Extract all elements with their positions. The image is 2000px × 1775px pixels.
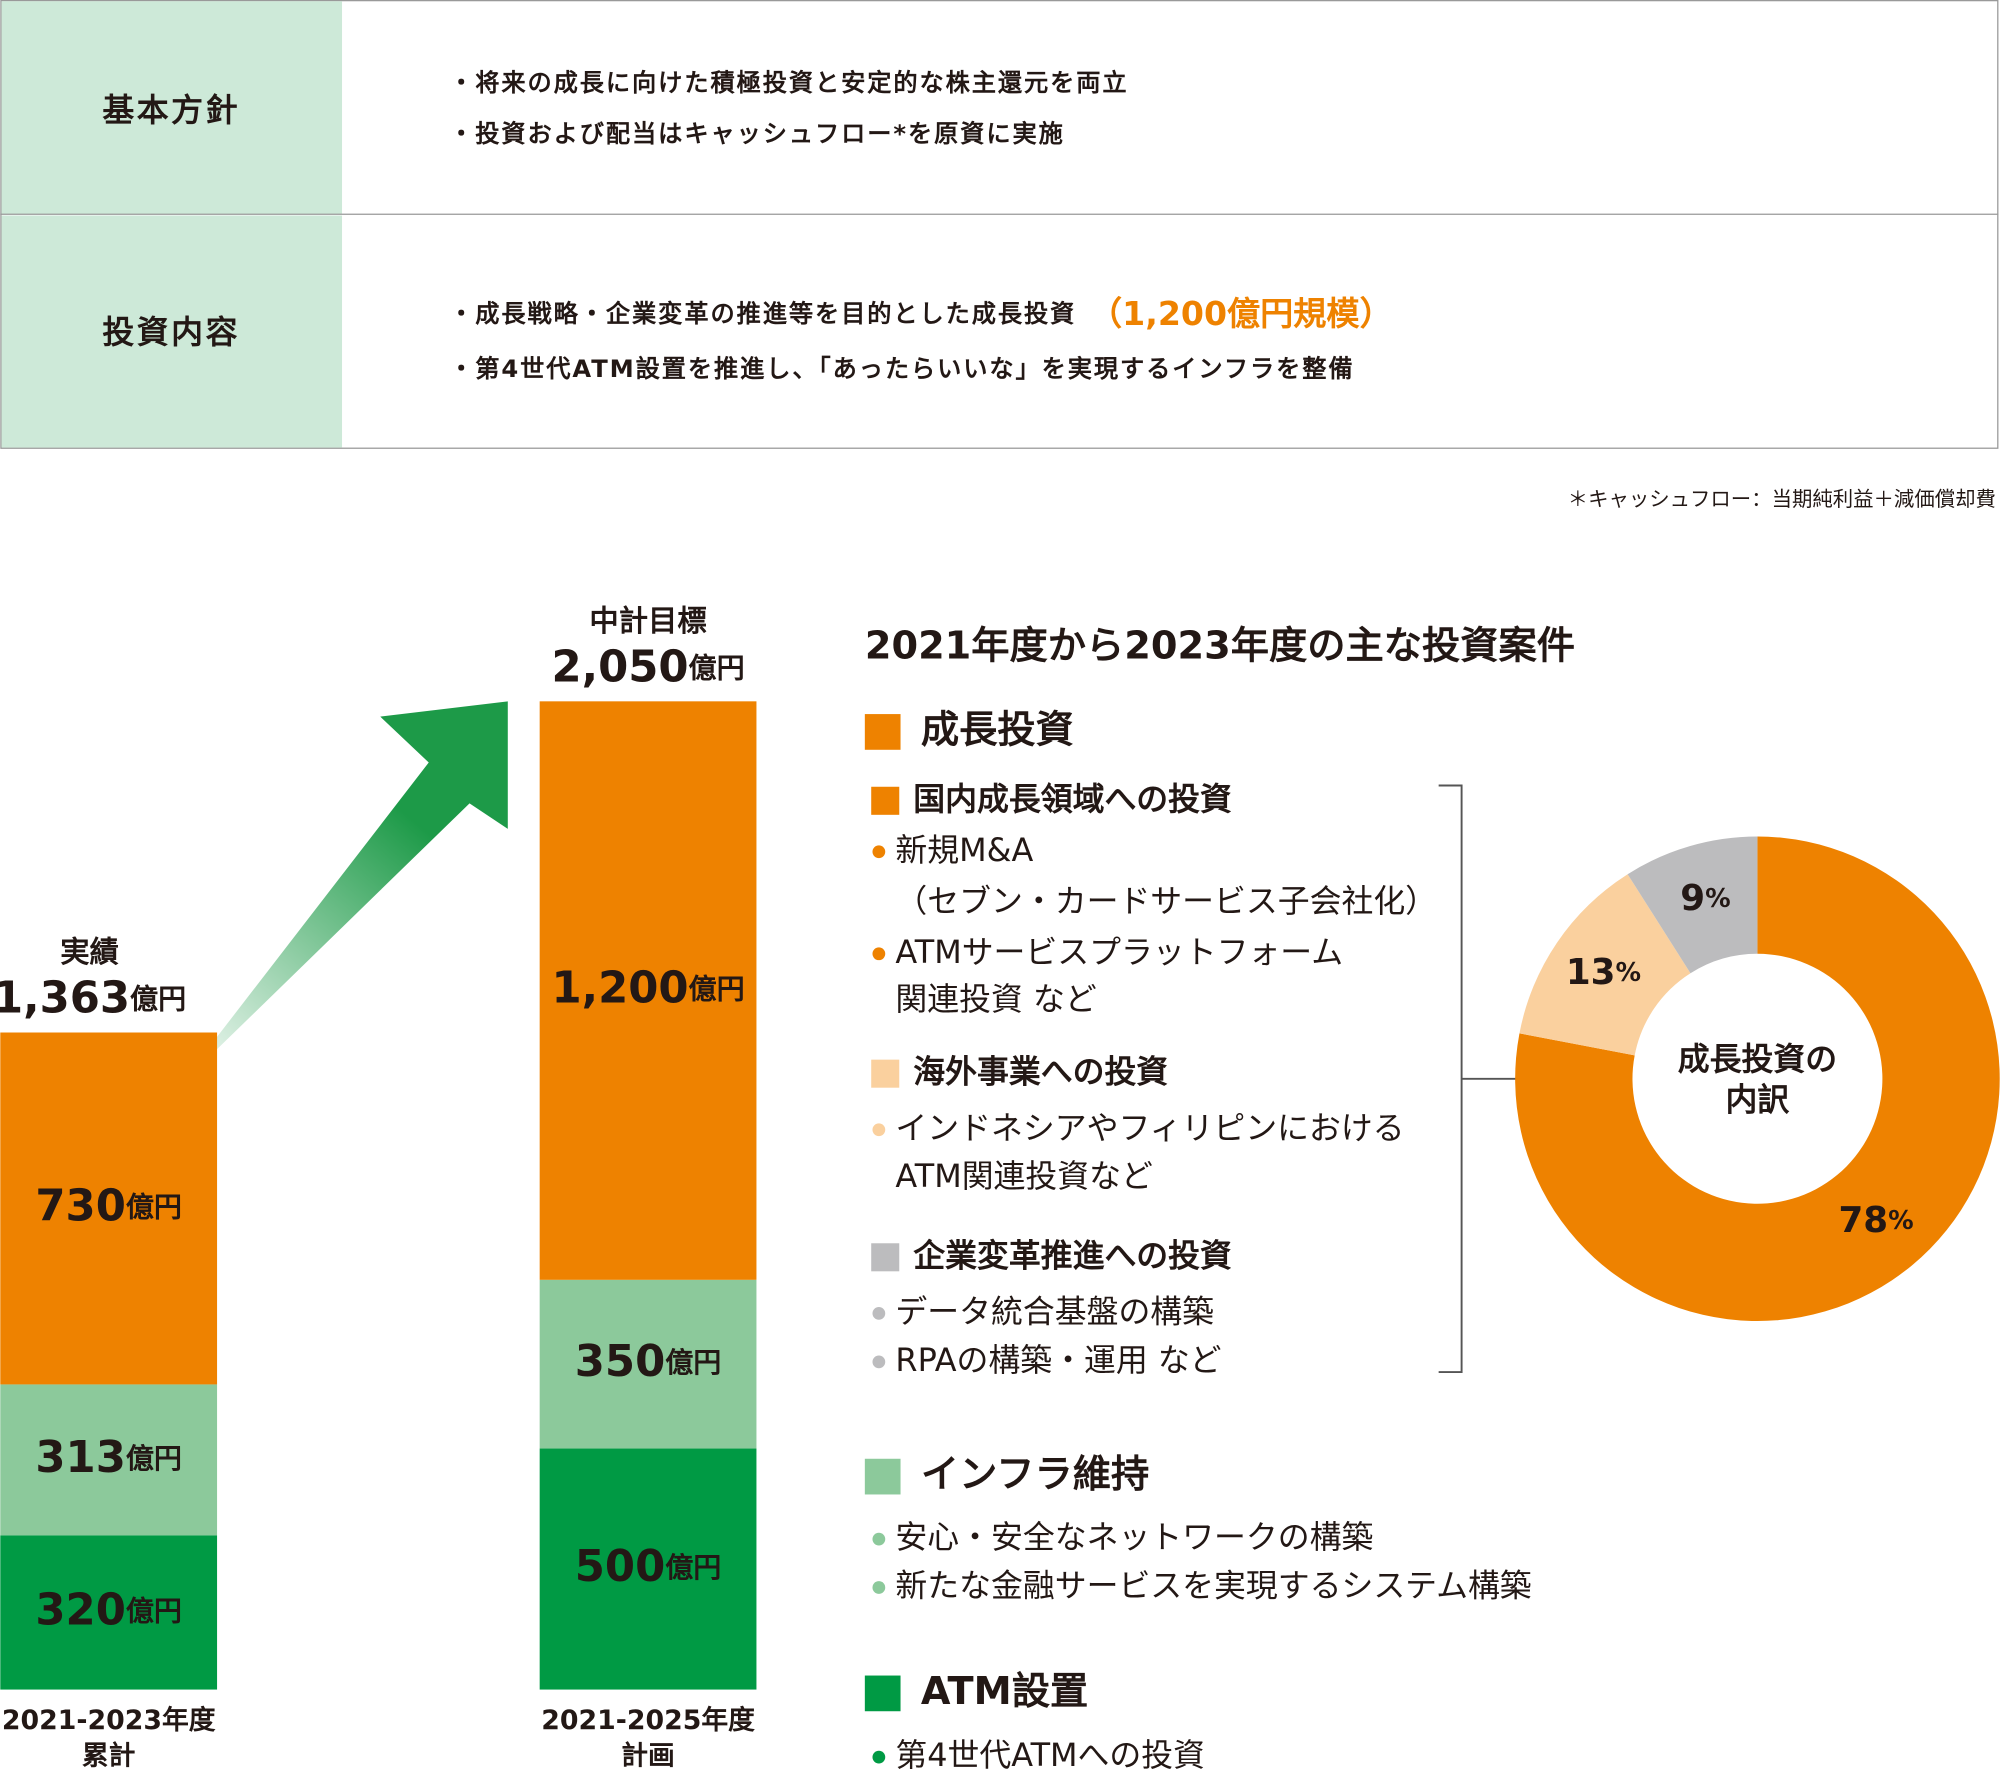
value-label: 730億円 (35, 1181, 182, 1231)
list-item: 安心・安全なネットワークの構築 (895, 1518, 1373, 1556)
bullet (872, 947, 886, 961)
x-tick-label: 計画 (621, 1740, 675, 1772)
bullet (872, 1581, 886, 1594)
list-item: ATM関連投資など (895, 1157, 1152, 1195)
legend-label: インフラ維持 (921, 1452, 1149, 1497)
slice-label: 13% (1566, 952, 1641, 993)
bullet (872, 845, 886, 859)
sub-heading: 海外事業への投資 (913, 1053, 1168, 1091)
bullet (872, 1750, 886, 1764)
legend-swatch (864, 714, 901, 750)
heading-cell (1, 215, 343, 448)
value-label: 320億円 (35, 1585, 182, 1635)
policy-text: ・将来の成長に向けた積極投資と安定的な株主還元を両立 (449, 69, 1128, 97)
total-value: 1,363億円 (0, 973, 186, 1023)
x-tick-label: 2021-2023年度 (2, 1704, 216, 1736)
sub-swatch (871, 786, 900, 815)
slice-label: 9% (1680, 878, 1730, 919)
sub-heading: 企業変革推進への投資 (913, 1236, 1232, 1274)
policy-text: ・第4世代ATM設置を推進し、「あったらいいな」を実現するインフラを整備 (449, 355, 1354, 383)
list-item: RPAの構築・運用 など (895, 1341, 1221, 1379)
legend-label: 成長投資 (921, 707, 1074, 752)
policy-highlight: （1,200億円規模） (1089, 293, 1393, 332)
row-heading: 投資内容 (102, 313, 240, 351)
sub-swatch (871, 1059, 900, 1088)
policy-line: ・将来の成長に向けた積極投資と安定的な株主還元を両立 (449, 69, 1128, 97)
x-tick-label: 累計 (82, 1740, 136, 1772)
total-caption: 実績 (60, 935, 119, 969)
row-heading: 基本方針 (102, 91, 240, 129)
list-item: 関連投資 など (895, 980, 1096, 1018)
bar-segment (0, 1032, 218, 1385)
legend-label: ATM設置 (921, 1669, 1088, 1714)
sub-swatch (871, 1243, 900, 1272)
value-label: 500億円 (575, 1542, 722, 1592)
total-caption: 中計目標 (589, 604, 707, 638)
list-item: 新規M&A (895, 831, 1033, 869)
value-label: 1,200億円 (551, 963, 744, 1013)
list-item: 新たな金融サービスを実現するシステム構築 (895, 1567, 1531, 1605)
growth-arrow (178, 701, 508, 1087)
donut-slice (1627, 836, 1758, 974)
list-item: （セブン・カードサービス子会社化） (895, 882, 1437, 920)
sub-heading: 国内成長領域への投資 (913, 780, 1232, 818)
bullet (872, 1355, 886, 1369)
policy-line: ・第4世代ATM設置を推進し、「あったらいいな」を実現するインフラを整備 (449, 355, 1354, 383)
bullet (872, 1307, 886, 1320)
policy-text: ・投資および配当はキャッシュフロー*を原資に実施 (449, 120, 1065, 148)
policy-line: ・成長戦略・企業変革の推進等を目的とした成長投資 （1,200億円規模） (449, 293, 1393, 332)
legend-swatch (864, 1458, 901, 1495)
donut-center-label: 内訳 (1726, 1081, 1790, 1119)
bullet (872, 1123, 886, 1137)
legend-swatch (864, 1675, 901, 1712)
donut-slice (1515, 836, 2000, 1322)
footnote: ＊キャッシュフロー：当期純利益＋減価償却費 (1568, 487, 1996, 511)
list-item: ATMサービスプラットフォーム (895, 933, 1343, 971)
bar-segment (539, 1279, 757, 1449)
value-label: 350億円 (575, 1337, 722, 1387)
bar-segment (539, 1448, 757, 1690)
list-item: データ統合基盤の構築 (895, 1292, 1214, 1330)
value-label: 313億円 (35, 1432, 182, 1482)
donut-center-label: 成長投資の (1678, 1040, 1837, 1078)
total-value: 2,050億円 (551, 642, 744, 692)
policy-line: ・投資および配当はキャッシュフロー*を原資に実施 (449, 120, 1065, 148)
policy-text: ・成長戦略・企業変革の推進等を目的とした成長投資 (449, 300, 1076, 328)
list-item: インドネシアやフィリピンにおける (895, 1109, 1404, 1147)
heading-cell (1, 1, 343, 215)
x-tick-label: 2021-2025年度 (541, 1704, 755, 1736)
bullet (872, 1532, 886, 1546)
bracket (1438, 784, 1463, 1374)
list-title: 2021年度から2023年度の主な投資案件 (865, 623, 1575, 668)
bar-segment (0, 1535, 218, 1690)
slice-label: 78% (1838, 1200, 1913, 1241)
list-item: 第4世代ATMへの投資 (895, 1736, 1205, 1774)
bar-segment (539, 701, 757, 1280)
bar-segment (0, 1384, 218, 1536)
donut-slice (1519, 874, 1691, 1056)
